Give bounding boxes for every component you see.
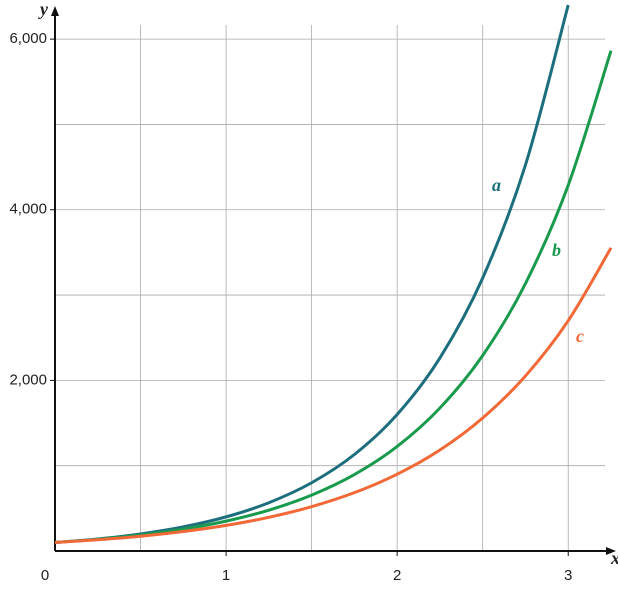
series-line	[54, 247, 613, 544]
y-axis-label: y	[38, 0, 49, 19]
x-tick-label: 1	[222, 567, 230, 584]
grid	[55, 25, 605, 551]
x-tick-label: 0	[41, 567, 49, 584]
x-axis-label: x	[610, 548, 618, 568]
y-tick-label: 4,000	[9, 201, 47, 218]
y-arrow	[51, 6, 59, 16]
y-tick-label: 2,000	[9, 371, 47, 388]
y-tick-label: 6,000	[9, 30, 47, 47]
x-arrow	[606, 547, 616, 555]
x-tick-label: 2	[393, 567, 401, 584]
x-tick-label: 3	[564, 567, 572, 584]
series-label: a	[492, 175, 501, 195]
series-label: b	[552, 240, 561, 260]
series-label: c	[576, 326, 584, 346]
